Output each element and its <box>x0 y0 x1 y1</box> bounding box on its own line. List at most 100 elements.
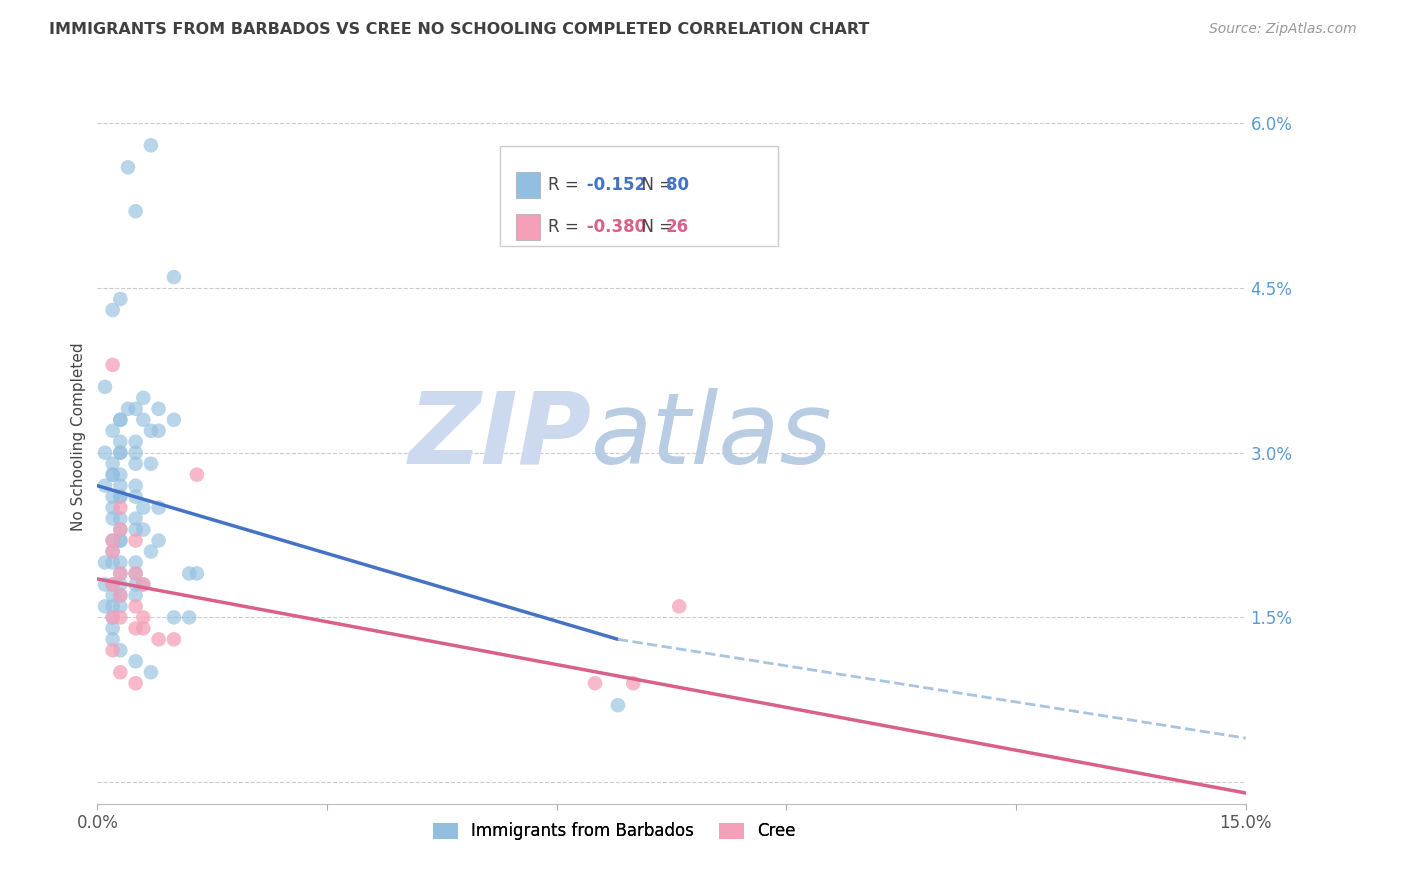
Point <box>124 511 146 525</box>
Point <box>139 424 162 438</box>
Point <box>148 401 170 416</box>
Point <box>124 599 146 614</box>
Point <box>94 599 117 614</box>
Point <box>110 500 132 515</box>
Point <box>132 621 155 635</box>
Point <box>668 599 690 614</box>
Point <box>101 589 124 603</box>
Point <box>132 577 155 591</box>
Point <box>94 577 117 591</box>
Point <box>621 676 644 690</box>
Point <box>163 610 186 624</box>
Text: N =: N = <box>631 176 679 194</box>
Point <box>132 577 155 591</box>
Text: ZIP: ZIP <box>408 388 591 484</box>
Point <box>163 270 186 285</box>
Point <box>101 577 124 591</box>
Point <box>124 490 146 504</box>
Point <box>101 544 124 558</box>
Point <box>101 490 124 504</box>
Point <box>101 533 124 548</box>
Point <box>124 401 146 416</box>
Point <box>101 643 124 657</box>
Point <box>101 577 124 591</box>
Point <box>163 413 186 427</box>
Point <box>110 577 132 591</box>
Point <box>101 500 124 515</box>
Point <box>148 500 170 515</box>
Point <box>124 556 146 570</box>
Point <box>110 533 132 548</box>
Y-axis label: No Schooling Completed: No Schooling Completed <box>72 342 86 531</box>
Point <box>101 610 124 624</box>
Text: atlas: atlas <box>591 388 832 484</box>
Point <box>117 161 139 175</box>
Point <box>148 424 170 438</box>
Point <box>139 665 162 680</box>
Point <box>110 490 132 504</box>
Point <box>124 434 146 449</box>
Point <box>110 467 132 482</box>
Point <box>179 610 201 624</box>
Point <box>110 589 132 603</box>
Point <box>124 654 146 668</box>
Point <box>124 621 146 635</box>
Point <box>124 589 146 603</box>
Point <box>110 446 132 460</box>
Text: -0.380: -0.380 <box>581 219 647 236</box>
Point <box>124 577 146 591</box>
Point <box>132 500 155 515</box>
Point <box>110 292 132 306</box>
Point <box>101 533 124 548</box>
Text: -0.152: -0.152 <box>581 176 647 194</box>
Point <box>101 424 124 438</box>
Point <box>132 391 155 405</box>
Point <box>110 556 132 570</box>
Point <box>124 523 146 537</box>
Point <box>110 413 132 427</box>
Point <box>124 566 146 581</box>
Point <box>117 401 139 416</box>
Point <box>132 523 155 537</box>
Point <box>607 698 630 713</box>
Point <box>101 467 124 482</box>
Legend: Immigrants from Barbados, Cree: Immigrants from Barbados, Cree <box>426 816 803 847</box>
Point <box>94 478 117 492</box>
Point <box>124 533 146 548</box>
Text: R =: R = <box>548 176 585 194</box>
Point <box>110 665 132 680</box>
Point <box>139 544 162 558</box>
Point <box>101 599 124 614</box>
Point <box>148 533 170 548</box>
Point <box>179 566 201 581</box>
Text: N =: N = <box>631 219 679 236</box>
Point <box>110 523 132 537</box>
Point <box>101 632 124 647</box>
Point <box>139 457 162 471</box>
Point <box>110 413 132 427</box>
Point <box>132 610 155 624</box>
Point <box>110 566 132 581</box>
Point <box>101 556 124 570</box>
Point <box>186 566 208 581</box>
Text: 80: 80 <box>666 176 689 194</box>
Point <box>124 676 146 690</box>
Point <box>110 533 132 548</box>
Text: R =: R = <box>548 219 585 236</box>
Point <box>186 467 208 482</box>
Point <box>101 467 124 482</box>
Point <box>101 457 124 471</box>
Point <box>110 566 132 581</box>
Point <box>94 446 117 460</box>
Point <box>101 621 124 635</box>
Point <box>148 632 170 647</box>
Point <box>110 610 132 624</box>
Point <box>101 544 124 558</box>
Point <box>101 358 124 372</box>
Point <box>101 610 124 624</box>
Point <box>139 138 162 153</box>
Point <box>110 599 132 614</box>
Point <box>163 632 186 647</box>
Point <box>110 643 132 657</box>
Point <box>124 446 146 460</box>
